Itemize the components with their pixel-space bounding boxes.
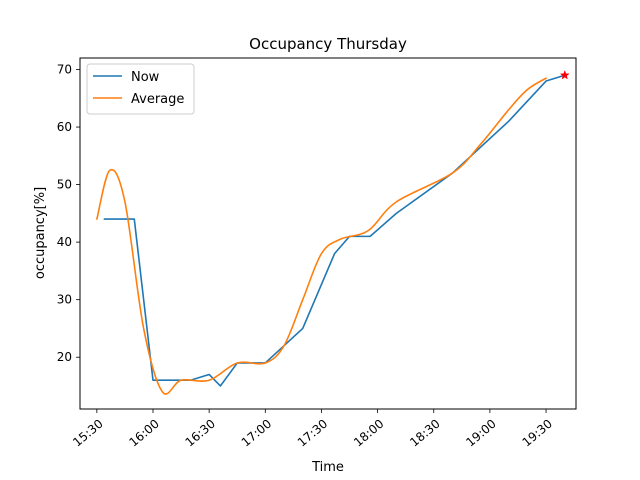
x-axis: 15:30 16:00 16:30 17:00 17:30 18:00 18:30 19:00… — [70, 409, 555, 450]
series-line-now — [103, 74, 566, 387]
legend-entry-now: Now — [131, 70, 160, 85]
star-marker — [559, 70, 570, 80]
x-tick-label: 16:30 — [183, 417, 218, 450]
x-tick-label: 17:30 — [295, 417, 330, 450]
x-tick-label: 19:30 — [520, 417, 555, 450]
y-axis: 20 30 40 50 60 70 — [57, 63, 80, 364]
plot-frame — [79, 57, 577, 410]
y-tick-label: 70 — [57, 63, 72, 77]
y-tick-label: 20 — [57, 350, 72, 364]
x-tick-label: 16:00 — [126, 417, 161, 450]
plot-series — [96, 74, 566, 395]
x-tick-label: 18:00 — [351, 417, 386, 450]
x-tick-label: 19:00 — [463, 417, 498, 450]
series-line-average — [96, 77, 547, 395]
x-tick-label: 15:30 — [70, 417, 105, 450]
x-tick-label: 18:30 — [407, 417, 442, 450]
y-tick-label: 60 — [57, 120, 72, 134]
y-tick-label: 30 — [57, 293, 72, 307]
y-tick-label: 40 — [57, 235, 72, 249]
x-tick-label: 17:00 — [239, 417, 274, 450]
y-axis-label: occupancy[%] — [33, 187, 48, 279]
legend-entry-average: Average — [131, 92, 184, 107]
marker-layer — [559, 70, 570, 80]
x-axis-label: Time — [311, 460, 344, 475]
y-tick-label: 50 — [57, 178, 72, 192]
legend: Now Average — [86, 63, 195, 115]
chart-title: Occupancy Thursday — [249, 35, 407, 53]
